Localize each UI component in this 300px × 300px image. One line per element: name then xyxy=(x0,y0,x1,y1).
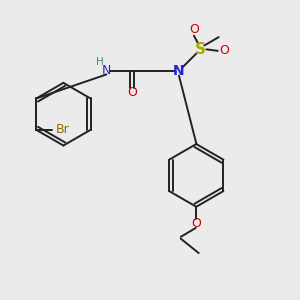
Text: O: O xyxy=(127,86,137,100)
Text: H: H xyxy=(96,57,104,67)
Text: O: O xyxy=(189,23,199,37)
Text: N: N xyxy=(173,64,185,78)
Text: S: S xyxy=(195,42,206,57)
Text: Br: Br xyxy=(56,123,69,136)
Text: O: O xyxy=(219,44,229,57)
Text: N: N xyxy=(102,64,111,77)
Text: O: O xyxy=(191,217,201,230)
